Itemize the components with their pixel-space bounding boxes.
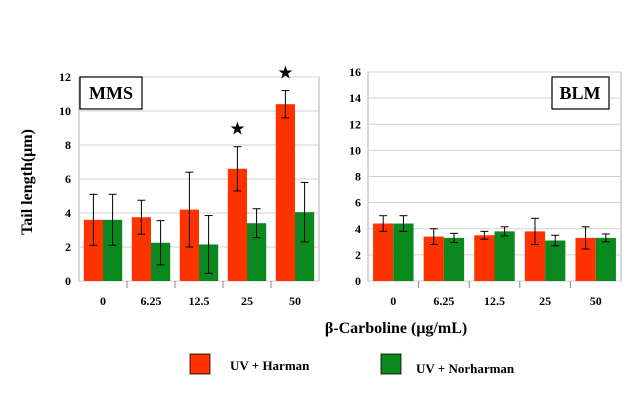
- mms-bars: [83, 90, 315, 281]
- blm-x-tick-label: 25: [539, 294, 551, 308]
- blm-y-tick-label: 2: [355, 248, 361, 262]
- legend-swatch-norharman: [380, 353, 402, 375]
- legend-label-norharman: UV + Norharman: [416, 361, 515, 376]
- blm-x-tick-label: 50: [590, 294, 602, 308]
- blm-panel-label: BLM: [559, 83, 600, 103]
- blm-bar-norharman: [494, 231, 515, 281]
- mms-x-tick-label: 25: [241, 294, 253, 308]
- blm-x-tick-label: 0: [390, 294, 396, 308]
- mms-bar-harman: [131, 217, 151, 281]
- mms-x-tick-label: 12.5: [189, 294, 210, 308]
- blm-x-ticks: 0 6.25 12.5 25 50: [390, 281, 602, 308]
- blm-label-box: [551, 76, 610, 110]
- mms-y-tick-label: 2: [65, 240, 71, 254]
- blm-bar-norharman: [595, 237, 616, 281]
- blm-bar-norharman: [443, 237, 465, 281]
- x-axis-title: β-Carboline (μg/mL): [325, 320, 467, 337]
- blm-bar-harman: [524, 231, 546, 281]
- blm-y-tick-label: 14: [349, 91, 361, 105]
- blm-bar-harman: [423, 236, 444, 281]
- mms-significance-star: ★: [229, 119, 245, 139]
- mms-bar-norharman: [103, 219, 123, 281]
- blm-bars: [373, 215, 616, 281]
- mms-annotations: ★★: [229, 63, 293, 139]
- mms-bar-norharman: [247, 223, 267, 281]
- mms-x-tick-label: 6.25: [141, 294, 162, 308]
- blm-panel: 0 2 4 6 8 10 12 14 16 0 6.25 12.5 25 50 BLM: [349, 65, 622, 308]
- blm-y-tick-label: 0: [355, 274, 361, 288]
- blm-y-tick-label: 8: [355, 170, 361, 184]
- legend: UV + Harman UV + Norharman: [189, 353, 515, 376]
- mms-y-tick-label: 12: [59, 70, 71, 84]
- legend-label-harman: UV + Harman: [230, 358, 310, 373]
- blm-bar-norharman: [545, 240, 566, 281]
- blm-y-ticks: 0 2 4 6 8 10 12 14 16: [349, 65, 361, 288]
- mms-x-tick-label: 50: [289, 294, 301, 308]
- blm-y-tick-label: 6: [355, 196, 361, 210]
- mms-bar-harman: [275, 104, 295, 281]
- blm-bar-harman: [474, 235, 495, 281]
- mms-y-tick-label: 0: [65, 274, 71, 288]
- mms-y-tick-label: 6: [65, 172, 71, 186]
- mms-bar-norharman: [295, 212, 315, 281]
- mms-y-tick-label: 8: [65, 138, 71, 152]
- blm-y-tick-label: 10: [349, 143, 361, 157]
- mms-x-tick-label: 0: [100, 294, 106, 308]
- mms-x-ticks: 0 6.25 12.5 25 50: [100, 281, 301, 308]
- mms-significance-star: ★: [277, 63, 293, 83]
- mms-panel-label: MMS: [89, 83, 133, 103]
- blm-bar-harman: [575, 237, 596, 281]
- mms-bar-harman: [83, 219, 103, 281]
- legend-swatch-harman: [189, 353, 211, 375]
- mms-y-ticks: 0 2 4 6 8 10 12: [59, 70, 71, 288]
- mms-y-tick-label: 10: [59, 104, 71, 118]
- mms-y-tick-label: 4: [65, 206, 71, 220]
- blm-x-tick-label: 6.25: [433, 294, 454, 308]
- blm-y-tick-label: 4: [355, 222, 361, 236]
- blm-bar-harman: [373, 223, 394, 281]
- blm-x-tick-label: 12.5: [484, 294, 505, 308]
- y-axis-title: Tail length(μm): [19, 129, 36, 235]
- mms-bar-harman: [227, 168, 247, 281]
- blm-bar-norharman: [393, 223, 414, 281]
- mms-label-box: [79, 76, 143, 110]
- blm-y-tick-label: 12: [349, 117, 361, 131]
- blm-y-tick-label: 16: [349, 65, 361, 79]
